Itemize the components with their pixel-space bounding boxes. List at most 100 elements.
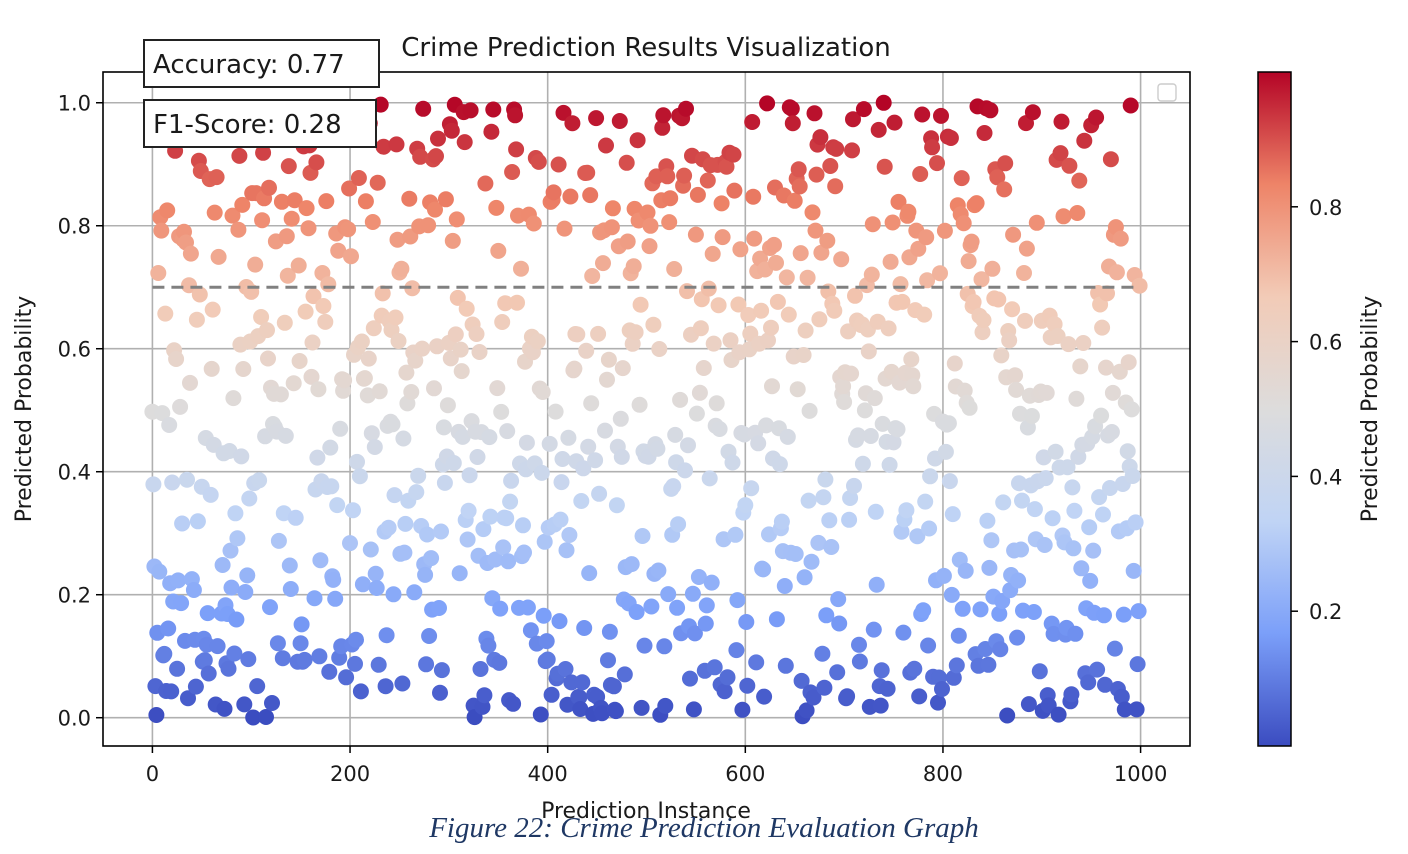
scatter-point — [421, 628, 438, 644]
scatter-point — [791, 178, 808, 195]
scatter-point — [515, 517, 531, 534]
scatter-point — [880, 320, 897, 337]
scatter-point — [460, 502, 477, 519]
scatter-point — [1102, 151, 1119, 168]
scatter-point — [984, 260, 1001, 277]
scatter-point — [761, 526, 777, 543]
scatter-point — [750, 435, 767, 452]
scatter-point — [552, 511, 569, 528]
scatter-point — [1063, 686, 1080, 703]
scatter-point — [768, 254, 784, 271]
scatter-point — [508, 141, 525, 158]
scatter-point — [239, 567, 256, 584]
scatter-point — [482, 508, 499, 525]
scatter-point — [595, 255, 611, 272]
scatter-point — [946, 355, 963, 372]
scatter-point — [318, 193, 335, 210]
scatter-point — [597, 422, 613, 439]
y-tick-label: 0.2 — [58, 584, 91, 608]
scatter-point — [764, 378, 780, 395]
scatter-point — [1065, 540, 1082, 557]
scatter-point — [819, 232, 836, 249]
scatter-point — [202, 486, 219, 503]
scatter-point — [611, 113, 628, 129]
scatter-point — [541, 435, 558, 452]
scatter-point — [349, 453, 365, 470]
x-tick-label: 0 — [146, 762, 159, 786]
scatter-point — [1001, 332, 1018, 349]
scatter-point — [322, 439, 339, 456]
scatter-point — [910, 240, 927, 257]
scatter-point — [387, 309, 404, 326]
scatter-point — [554, 451, 571, 467]
scatter-point — [462, 102, 479, 119]
scatter-point — [975, 312, 992, 329]
scatter-point — [551, 613, 568, 630]
y-axis: 0.0 0.2 0.4 0.6 0.8 1.0 — [58, 92, 103, 731]
scatter-point — [631, 396, 648, 413]
scatter-point — [388, 136, 405, 153]
scatter-point — [454, 428, 471, 445]
scatter-point — [769, 293, 786, 310]
scatter-point — [972, 601, 989, 618]
scatter-point — [1031, 663, 1048, 680]
scatter-point — [285, 375, 302, 392]
scatter-point — [433, 523, 449, 540]
scatter-point — [714, 229, 731, 246]
scatter-point — [600, 652, 616, 669]
scatter-point — [651, 341, 668, 357]
scatter-point — [223, 579, 240, 596]
scatter-point — [691, 384, 708, 401]
scatter-point — [862, 428, 879, 444]
scatter-point — [412, 148, 429, 165]
scatter-point — [436, 474, 453, 491]
f1-text: F1-Score: 0.28 — [153, 110, 342, 140]
scatter-point — [564, 115, 581, 132]
scatter-point — [1129, 656, 1146, 673]
scatter-point — [823, 539, 840, 555]
scatter-point — [417, 566, 434, 583]
scatter-point — [584, 268, 601, 284]
scatter-point — [833, 251, 850, 268]
scatter-point — [1099, 285, 1115, 302]
scatter-point — [377, 678, 394, 695]
scatter-point — [965, 294, 982, 310]
scatter-point — [614, 360, 631, 377]
scatter-point — [784, 115, 801, 132]
scatter-point — [260, 350, 276, 367]
scatter-point — [909, 528, 926, 545]
scatter-point — [639, 204, 656, 221]
scatter-point — [705, 335, 722, 352]
scatter-point — [293, 616, 310, 633]
scatter-point — [439, 397, 456, 414]
scatter-point — [874, 415, 891, 432]
scatter-point — [793, 672, 810, 689]
scatter-point — [724, 454, 741, 471]
scatter-point — [684, 585, 701, 602]
colorbar: 0.2 0.4 0.6 0.8 Predicted Probability — [1257, 71, 1383, 747]
scatter-point — [200, 665, 217, 682]
scatter-point — [390, 333, 407, 349]
scatter-point — [378, 627, 395, 644]
scatter-point — [974, 324, 991, 341]
scatter-point — [1130, 603, 1147, 620]
scatter-point — [472, 661, 489, 677]
scatter-point — [810, 534, 827, 551]
scatter-point — [1085, 542, 1102, 559]
scatter-point — [385, 586, 402, 603]
scatter-point — [632, 296, 649, 313]
scatter-point — [760, 332, 776, 349]
scatter-point — [420, 217, 437, 234]
scatter-point — [481, 429, 498, 446]
scatter-point — [1050, 706, 1067, 723]
scatter-point — [726, 182, 743, 199]
scatter-point — [274, 650, 291, 667]
scatter-point — [835, 378, 852, 395]
scatter-point — [1014, 492, 1030, 509]
scatter-point — [1093, 407, 1110, 424]
scatter-point — [1055, 208, 1072, 225]
scatter-point — [287, 509, 304, 526]
scatter-point — [991, 605, 1008, 622]
scatter-point — [222, 542, 239, 559]
scatter-point — [886, 114, 903, 131]
